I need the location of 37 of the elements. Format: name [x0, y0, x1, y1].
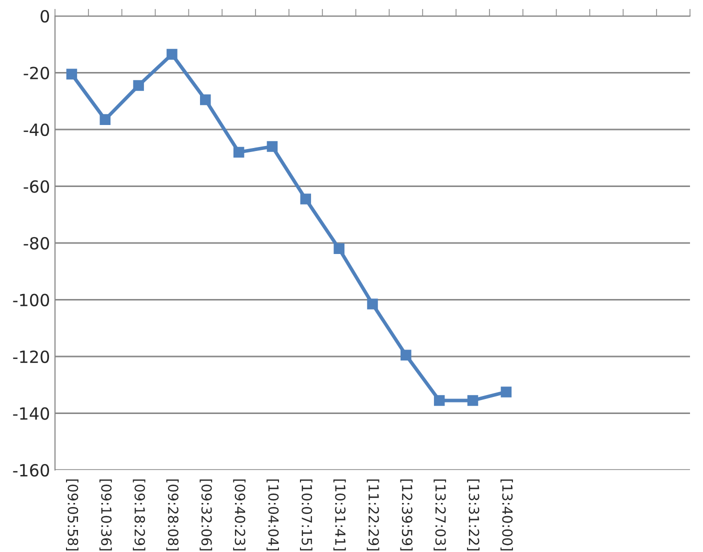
y-tick-label: -20	[24, 66, 50, 80]
point	[400, 350, 412, 360]
y-tick-label: -120	[13, 350, 50, 364]
x-tick-label: [10:07:15]	[300, 480, 312, 550]
y-tick-label: -100	[13, 294, 50, 306]
x-tick-label: [09:28:08]	[166, 480, 179, 550]
x-tick-label: [12:39:59]	[400, 480, 413, 550]
point	[100, 114, 111, 125]
point	[500, 386, 512, 398]
point	[66, 68, 78, 80]
point	[133, 80, 144, 91]
x-tick-label: [13:31:22]	[467, 480, 480, 550]
x-tick-label: [09:05:58]	[66, 480, 78, 550]
x-tick-label: [09:32:06]	[200, 480, 212, 550]
point	[334, 243, 344, 254]
y-tick-label: 0	[40, 10, 50, 23]
y-tick-label: -160	[13, 464, 50, 477]
point	[233, 146, 244, 158]
x-tick-label: [13:27:03]	[434, 480, 446, 550]
x-tick-label: [10:31:41]	[333, 480, 346, 550]
x-tick-label: [09:18:29]	[132, 480, 146, 550]
x-tick-label: [11:22:29]	[366, 480, 380, 550]
x-tick-label: [13:40:00]	[500, 480, 513, 550]
point	[434, 395, 445, 406]
y-tick-label: -60	[24, 180, 50, 193]
point	[200, 94, 211, 106]
y-tick-label: -80	[24, 236, 50, 250]
point	[300, 194, 312, 204]
point	[166, 48, 178, 60]
x-tick-label: [10:04:04]	[266, 480, 279, 550]
x-tick-label: [09:10:36]	[99, 480, 112, 550]
point	[266, 141, 278, 152]
y-tick-label: -140	[13, 407, 50, 420]
point	[367, 298, 378, 310]
y-tick-label: -40	[24, 123, 50, 136]
x-tick-label: [09:40:23]	[233, 480, 246, 550]
point	[467, 395, 478, 406]
